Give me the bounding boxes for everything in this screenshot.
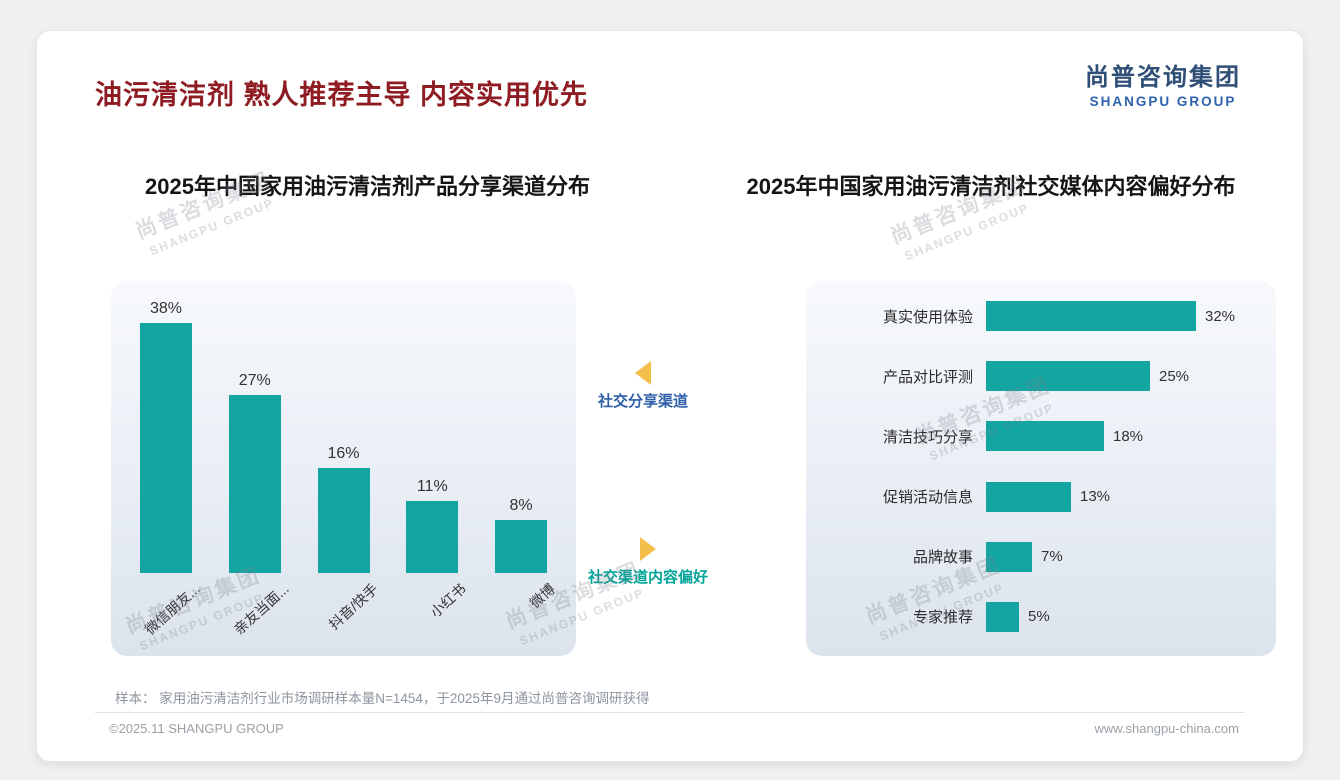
bar-value-label: 5%	[1028, 608, 1050, 626]
bar	[986, 601, 1019, 632]
bar-category-label: 微信朋友...	[142, 580, 204, 638]
bar-category-label: 亲友当面...	[230, 580, 292, 638]
logo-cn-text: 尚普咨询集团	[1085, 64, 1241, 91]
bar-category-label: 促销活动信息	[882, 489, 973, 507]
bar-value-label: 11%	[416, 478, 448, 495]
arrow-right-icon	[640, 537, 656, 561]
bar-group: 8% 微博	[488, 281, 558, 656]
bar	[986, 481, 1071, 512]
bar-group: 27% 亲友当面...	[222, 281, 292, 656]
bar-group: 16% 抖音/快手	[311, 281, 381, 656]
copyright-text: ©2025.11 SHANGPU GROUP	[109, 721, 284, 736]
watermark-en: SHANGPU GROUP	[902, 200, 1032, 264]
bar-value-label: 16%	[327, 445, 360, 462]
bar	[986, 361, 1150, 392]
bar-row: 专家推荐 5%	[806, 601, 1276, 632]
website-url: www.shangpu-china.com	[1094, 721, 1239, 736]
annotation-label: 社交分享渠道	[597, 393, 688, 410]
bar-category-label: 专家推荐	[912, 609, 973, 627]
bar-row: 促销活动信息 13%	[806, 481, 1276, 512]
bar-value-label: 18%	[1113, 427, 1144, 445]
annotation-content-preference: 社交渠道内容偏好	[577, 537, 719, 587]
bar	[406, 501, 459, 573]
bar-category-label: 真实使用体验	[882, 308, 973, 326]
company-logo: 尚普咨询集团 SHANGPU GROUP	[1085, 57, 1241, 109]
page-title: 油污清洁剂 熟人推荐主导 内容实用优先	[95, 80, 589, 110]
bar-row: 产品对比评测 25%	[806, 361, 1276, 392]
bar-category-label: 抖音/快手	[325, 580, 381, 633]
right-chart-title: 2025年中国家用油污清洁剂社交媒体内容偏好分布	[746, 174, 1236, 199]
arrow-left-icon	[635, 361, 651, 385]
bar	[140, 323, 192, 573]
horizontal-bar-plot: 真实使用体验 32% 产品对比评测 25% 清洁技巧分享 18% 促销活动信息 13% 品牌故事…	[806, 281, 1276, 656]
bar-value-label: 25%	[1159, 367, 1190, 385]
bar-value-label: 38%	[149, 300, 183, 317]
bar	[986, 301, 1196, 331]
bar-value-label: 27%	[238, 372, 271, 389]
bar	[495, 520, 547, 573]
sample-note: 样本： 家用油污清洁剂行业市场调研样本量N=1454，于2025年9月通过尚普咨…	[115, 691, 650, 706]
bar-category-label: 微博	[526, 580, 559, 612]
bar-category-label: 品牌故事	[912, 549, 973, 567]
bar	[986, 541, 1032, 572]
bar	[228, 395, 281, 573]
bar-row: 清洁技巧分享 18%	[806, 421, 1276, 452]
bar-category-label: 小红书	[427, 580, 470, 621]
bar-value-label: 8%	[509, 497, 533, 514]
report-slide: 尚普咨询集团 SHANGPU GROUP 尚普咨询集团 SHANGPU GROU…	[36, 30, 1304, 762]
left-chart-title: 2025年中国家用油污清洁剂产品分享渠道分布	[145, 174, 590, 199]
annotation-share-channel: 社交分享渠道	[582, 361, 704, 411]
bar-value-label: 32%	[1205, 307, 1236, 325]
bar	[317, 468, 370, 573]
bar-category-label: 产品对比评测	[882, 368, 973, 386]
logo-en-text: SHANGPU GROUP	[1089, 94, 1237, 109]
bar-group: 11% 小红书	[399, 281, 469, 656]
bar-row: 品牌故事 7%	[806, 541, 1276, 572]
bar	[986, 421, 1104, 452]
bar-value-label: 7%	[1041, 548, 1063, 566]
bar-value-label: 13%	[1080, 488, 1111, 506]
left-chart-panel: 38% 微信朋友... 27% 亲友当面... 16% 抖音/快手 11% 小红书 8% 微博	[111, 281, 576, 656]
bar-group: 38% 微信朋友...	[133, 281, 203, 656]
right-chart-panel: 真实使用体验 32% 产品对比评测 25% 清洁技巧分享 18% 促销活动信息 13% 品牌故事…	[806, 281, 1276, 656]
vertical-bar-plot: 38% 微信朋友... 27% 亲友当面... 16% 抖音/快手 11% 小红书 8% 微博	[111, 281, 576, 656]
bar-category-label: 清洁技巧分享	[882, 428, 973, 446]
annotation-label: 社交渠道内容偏好	[587, 569, 708, 586]
footer-divider	[95, 712, 1245, 713]
bar-row: 真实使用体验 32%	[806, 301, 1276, 331]
